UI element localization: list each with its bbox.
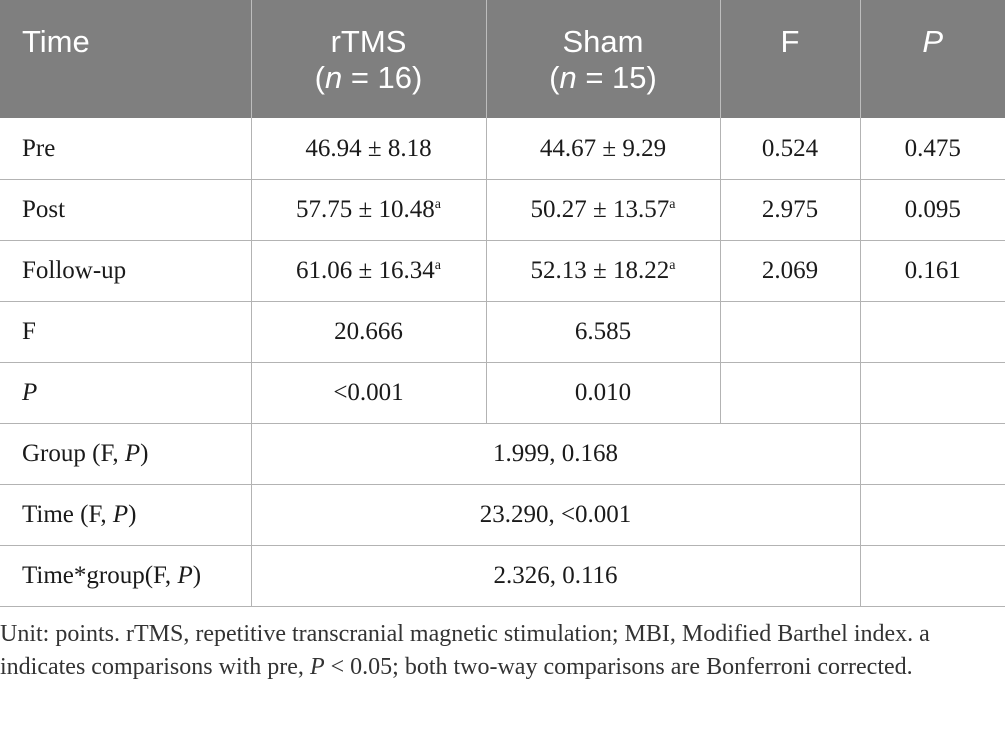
table-figure: Time rTMS (n = 16) Sham (n = 15) F — [0, 0, 1005, 680]
empty-cell — [720, 301, 861, 363]
superscript-a: a — [669, 197, 676, 212]
f-cell: 2.069 — [720, 240, 861, 302]
sham-cell: 52.13 ± 18.22a — [486, 240, 721, 302]
rtms-cell: 57.75 ± 10.48a — [251, 179, 487, 241]
empty-cell — [860, 362, 1005, 424]
header-p: P — [860, 0, 1005, 118]
header-time: Time — [0, 0, 252, 118]
effect-row: Group (F, P) 1.999, 0.168 — [0, 423, 1005, 485]
table-row: Post 57.75 ± 10.48a 50.27 ± 13.57a 2.975… — [0, 179, 1005, 241]
header-f: F — [720, 0, 861, 118]
header-rtms: rTMS (n = 16) — [251, 0, 487, 118]
row-label: F — [0, 301, 252, 363]
rtms-cell: 20.666 — [251, 301, 487, 363]
table-row: Follow-up 61.06 ± 16.34a 52.13 ± 18.22a … — [0, 240, 1005, 302]
sham-cell: 6.585 — [486, 301, 721, 363]
row-label: P — [0, 362, 252, 424]
p-cell: 0.161 — [860, 240, 1005, 302]
superscript-a: a — [434, 258, 441, 273]
p-cell: 0.095 — [860, 179, 1005, 241]
sham-cell: 0.010 — [486, 362, 721, 424]
row-label: Pre — [0, 118, 252, 180]
effect-row: Time*group(F, P) 2.326, 0.116 — [0, 545, 1005, 607]
empty-cell — [860, 545, 1005, 607]
empty-cell — [860, 484, 1005, 546]
row-label: Follow-up — [0, 240, 252, 302]
empty-cell — [860, 301, 1005, 363]
superscript-a: a — [669, 258, 676, 273]
f-cell: 2.975 — [720, 179, 861, 241]
empty-cell — [720, 362, 861, 424]
sham-cell: 44.67 ± 9.29 — [486, 118, 721, 180]
row-label: Group (F, P) — [0, 423, 252, 485]
empty-cell — [860, 423, 1005, 485]
table-row: Pre 46.94 ± 8.18 44.67 ± 9.29 0.524 0.47… — [0, 118, 1005, 180]
row-label: Time (F, P) — [0, 484, 252, 546]
effect-value: 2.326, 0.116 — [251, 545, 861, 607]
table-row: F 20.666 6.585 — [0, 301, 1005, 363]
effect-value: 1.999, 0.168 — [251, 423, 861, 485]
header-row: Time rTMS (n = 16) Sham (n = 15) F — [0, 0, 1005, 118]
row-label: Post — [0, 179, 252, 241]
header-sham: Sham (n = 15) — [486, 0, 721, 118]
effect-value: 23.290, <0.001 — [251, 484, 861, 546]
rtms-cell: 61.06 ± 16.34a — [251, 240, 487, 302]
table-footnote: Unit: points. rTMS, repetitive transcran… — [0, 621, 930, 680]
rtms-cell: 46.94 ± 8.18 — [251, 118, 487, 180]
rtms-cell: <0.001 — [251, 362, 487, 424]
row-label: Time*group(F, P) — [0, 545, 252, 607]
f-cell: 0.524 — [720, 118, 861, 180]
sham-cell: 50.27 ± 13.57a — [486, 179, 721, 241]
effect-row: Time (F, P) 23.290, <0.001 — [0, 484, 1005, 546]
results-table: Time rTMS (n = 16) Sham (n = 15) F — [0, 0, 1005, 607]
superscript-a: a — [434, 197, 441, 212]
p-cell: 0.475 — [860, 118, 1005, 180]
table-row: P <0.001 0.010 — [0, 362, 1005, 424]
